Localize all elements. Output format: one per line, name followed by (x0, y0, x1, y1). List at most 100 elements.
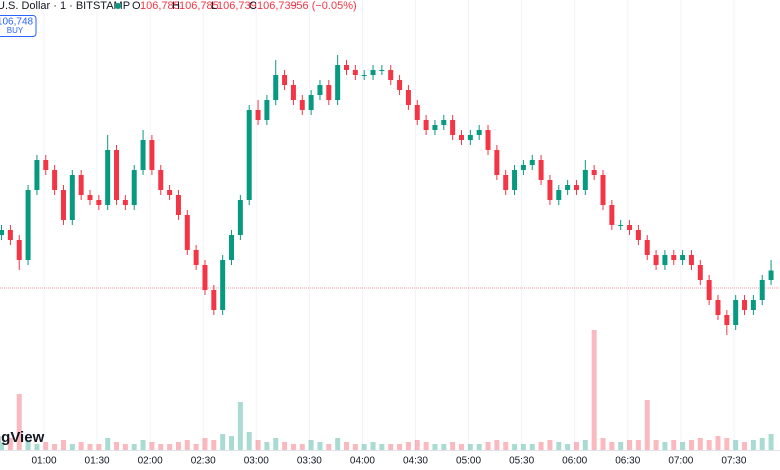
candle-body (458, 135, 464, 140)
candle-body (273, 75, 279, 100)
candle-body (573, 185, 579, 190)
volume-bar (246, 432, 252, 450)
candle-body (512, 170, 518, 190)
candle-body (34, 160, 40, 190)
candle-body (759, 280, 765, 300)
x-tick-label: 02:30 (191, 456, 216, 467)
volume-bar (237, 402, 243, 450)
x-tick-label: 01:30 (85, 456, 110, 467)
time-axis: 01:00 01:30 02:00 02:30 03:00 03:30 04:00 04:30… (31, 456, 746, 467)
candle-body (193, 250, 199, 265)
volume-bar (122, 444, 128, 450)
volume-bar (60, 440, 66, 450)
volume-bar (34, 444, 40, 450)
x-tick-label: 03:00 (244, 456, 269, 467)
volume-bar (299, 444, 305, 450)
o-value: 106,785 (140, 0, 180, 12)
volume-bar (388, 444, 394, 450)
candle-body (69, 175, 75, 220)
candle-body (361, 75, 367, 76)
candle-body (688, 255, 694, 265)
x-tick-label: 06:00 (562, 456, 587, 467)
candle-body (60, 190, 66, 220)
volume-bar (512, 444, 518, 450)
volume-bar (370, 442, 376, 450)
status-dot (115, 3, 121, 9)
volume-bar (175, 442, 181, 450)
volume-bar (193, 444, 199, 450)
volume-bar (25, 440, 31, 450)
candle-body (78, 175, 84, 195)
candle-body (96, 200, 102, 205)
candle-body (724, 315, 730, 325)
candle-body (299, 100, 305, 110)
candle-body (432, 125, 438, 130)
volume-bar (149, 442, 155, 450)
volume-bar (547, 440, 553, 450)
volume-bar (379, 444, 385, 450)
volume-bar (87, 444, 93, 450)
candle-body (220, 260, 226, 310)
x-tick-label: 02:00 (138, 456, 163, 467)
volume-bar (591, 330, 597, 450)
candle-body (600, 175, 606, 205)
candle-body (167, 190, 173, 195)
candle-body (184, 215, 190, 250)
volume-bar (680, 442, 686, 450)
candle-body (697, 265, 703, 280)
candle-body (644, 240, 650, 255)
volume-bar (768, 434, 774, 450)
candle-body (556, 190, 562, 200)
buy-button[interactable]: 106,748 BUY (0, 15, 37, 37)
volume-bar (609, 442, 615, 450)
volume-bar (317, 442, 323, 450)
volume-bar (352, 444, 358, 450)
volume-bar (467, 444, 473, 450)
buy-price[interactable]: 106,748 (0, 17, 34, 28)
volume-bar (759, 438, 765, 450)
volume-bar (733, 440, 739, 450)
volume-bar (326, 444, 332, 450)
buy-button-box[interactable] (0, 15, 37, 37)
volume-bar (52, 444, 58, 450)
volume-bar (556, 442, 562, 450)
x-tick-label: 06:30 (615, 456, 640, 467)
candle-body (255, 110, 261, 120)
candle-body (671, 255, 677, 260)
volume-bar (600, 438, 606, 450)
volume-bar (565, 444, 571, 450)
candle-body (131, 170, 137, 205)
volume-bar (273, 438, 279, 450)
volume-bar (264, 442, 270, 450)
candle-body (246, 110, 252, 200)
x-tick-label: 04:30 (403, 456, 428, 467)
h-label: H (172, 0, 180, 12)
candle-body (25, 190, 31, 260)
volume-bar (688, 440, 694, 450)
candle-body (680, 255, 686, 260)
l-value: 106,739 (217, 0, 257, 12)
candle-body (290, 85, 296, 100)
candle-body (140, 140, 146, 170)
candle-body (618, 225, 624, 226)
candle-body (388, 70, 394, 80)
x-tick-label: 01:00 (31, 456, 56, 467)
candle-body (547, 180, 553, 200)
volume-bar (644, 400, 650, 450)
volume-bar (423, 442, 429, 450)
candle-body (308, 95, 314, 110)
volume-bar (158, 444, 164, 450)
candle-layer (0, 55, 774, 335)
volume-bar (255, 440, 261, 450)
candle-body (352, 70, 358, 75)
candle-body (175, 195, 181, 215)
volume-bar (335, 438, 341, 450)
candle-body (742, 300, 748, 310)
volume-bar (343, 442, 349, 450)
volume-bar (432, 444, 438, 450)
candle-body (423, 120, 429, 130)
volume-bar (397, 444, 403, 450)
volume-bar (476, 444, 482, 450)
candle-body (706, 280, 712, 300)
buy-label[interactable]: BUY (7, 26, 24, 35)
